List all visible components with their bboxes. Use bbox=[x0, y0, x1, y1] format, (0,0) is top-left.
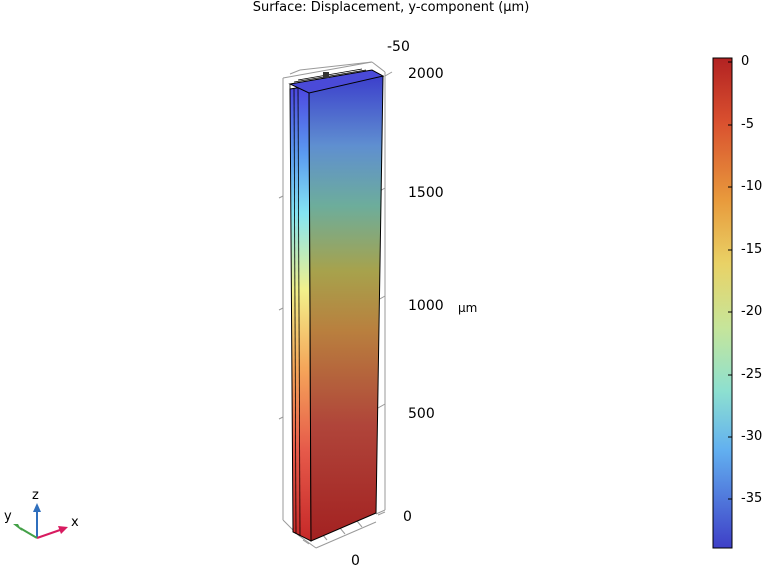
triad-y-label: y bbox=[4, 509, 12, 524]
beam-side-face bbox=[289, 85, 312, 542]
axis-triad bbox=[13, 503, 68, 539]
beam-outline-layers bbox=[293, 86, 301, 537]
colorbar-label: -15 bbox=[741, 242, 763, 257]
triad-z-label: z bbox=[32, 488, 39, 503]
colorbar-ticks bbox=[728, 61, 732, 500]
bottom-axis-label: 0 bbox=[351, 553, 360, 569]
colorbar-gradient bbox=[712, 57, 733, 549]
colorbar-label: -35 bbox=[741, 491, 763, 506]
beam-top-face bbox=[288, 69, 385, 94]
beam-front-face bbox=[308, 75, 384, 542]
colorbar-label: -20 bbox=[741, 304, 763, 319]
triad-x-label: x bbox=[71, 515, 79, 530]
z-axis-unit: µm bbox=[458, 301, 478, 315]
z-axis-tick-label: 500 bbox=[408, 406, 435, 422]
bounding-box-frame bbox=[282, 61, 386, 549]
z-axis-tick-label: 1000 bbox=[408, 298, 444, 314]
z-axis-top-label: -50 bbox=[387, 39, 410, 55]
z-axis-tick-label: 0 bbox=[403, 509, 412, 525]
beam-top-edges bbox=[289, 68, 367, 89]
z-axis-tick-label: 1500 bbox=[408, 185, 444, 201]
colorbar-label: -25 bbox=[741, 367, 763, 382]
z-axis-tick-label: 2000 bbox=[408, 66, 444, 82]
colorbar-label: -10 bbox=[741, 179, 763, 194]
colorbar-label: 0 bbox=[741, 54, 750, 69]
plot-title: Surface: Displacement, y-component (µm) bbox=[252, 0, 530, 15]
probe-marker bbox=[323, 72, 329, 78]
colorbar-label: -30 bbox=[741, 429, 763, 444]
colorbar-label: -5 bbox=[741, 117, 754, 132]
